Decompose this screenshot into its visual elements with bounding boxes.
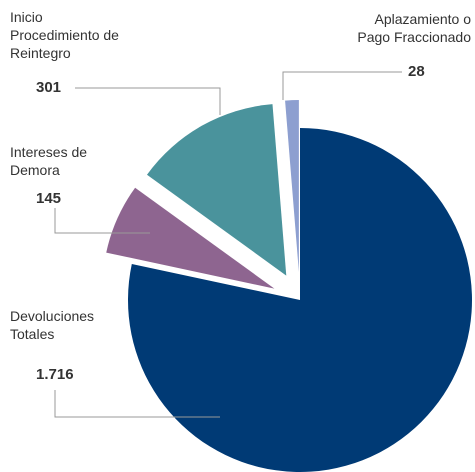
pie-slice (146, 104, 287, 276)
pie-slice (128, 128, 472, 472)
slice-label: Devoluciones Totales (10, 308, 95, 342)
value-label: 301 (36, 79, 62, 96)
pie-slice (285, 100, 299, 273)
value-label: 28 (408, 63, 425, 80)
leader-line (282, 71, 402, 100)
leader-line (54, 208, 150, 234)
slice-label: Inicio Procedimiento de Reintegro (10, 9, 119, 61)
pie-slice (106, 187, 275, 289)
slice-label: Aplazamiento o Pago Fraccionado (357, 11, 471, 45)
leader-line (75, 87, 221, 115)
leader-line (54, 390, 220, 418)
slice-label: Intereses de Demora (10, 144, 88, 178)
value-label: 1.716 (36, 366, 74, 383)
value-label: 145 (36, 190, 62, 207)
